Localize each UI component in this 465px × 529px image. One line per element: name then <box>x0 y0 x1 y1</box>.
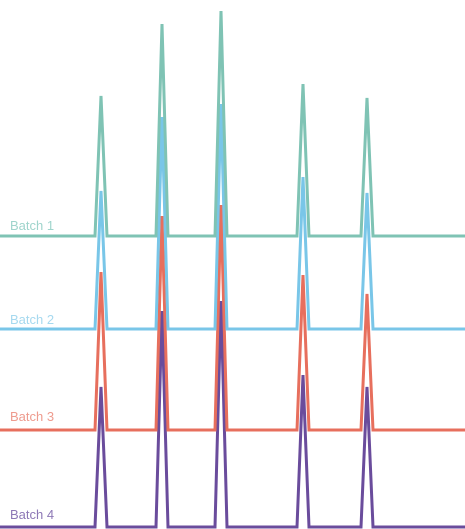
series-label-batch-2: Batch 2 <box>10 312 54 327</box>
series-line-batch-1 <box>0 10 465 238</box>
series-layer <box>0 10 465 529</box>
series-line-batch-4 <box>0 300 465 529</box>
series-line-batch-3 <box>0 204 465 432</box>
series-line-batch-2 <box>0 103 465 331</box>
label-layer: Batch 1 Batch 2 Batch 3 Batch 4 <box>10 218 54 522</box>
series-label-batch-4: Batch 4 <box>10 507 54 522</box>
series-label-batch-3: Batch 3 <box>10 409 54 424</box>
series-label-batch-1: Batch 1 <box>10 218 54 233</box>
